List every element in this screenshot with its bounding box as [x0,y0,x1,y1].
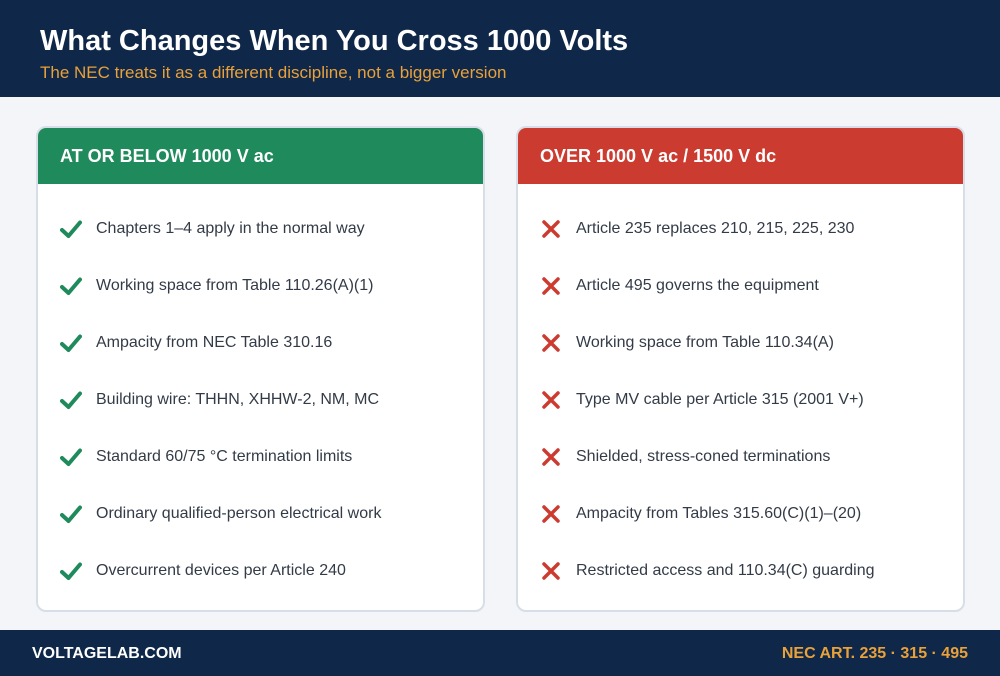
cross-icon [540,446,562,468]
page-title: What Changes When You Cross 1000 Volts [40,25,629,57]
low-voltage-heading: AT OR BELOW 1000 V ac [38,128,483,184]
list-item-text: Type MV cable per Article 315 (2001 V+) [576,391,864,408]
list-item: Working space from Table 110.34(A) [518,334,963,391]
high-voltage-heading: OVER 1000 V ac / 1500 V dc [518,128,963,184]
list-item: Overcurrent devices per Article 240 [38,560,483,610]
high-voltage-list: Article 235 replaces 210, 215, 225, 230 … [518,184,963,610]
check-icon [60,389,82,411]
list-item: Article 235 replaces 210, 215, 225, 230 [518,220,963,277]
check-icon [60,560,82,582]
list-item-text: Standard 60/75 °C termination limits [96,448,353,465]
check-icon [60,275,82,297]
list-item: Ampacity from NEC Table 310.16 [38,334,483,391]
cross-icon [540,218,562,240]
list-item-text: Chapters 1–4 apply in the normal way [96,220,365,237]
check-icon [60,218,82,240]
list-item: Building wire: THHN, XHHW-2, NM, MC [38,391,483,448]
high-voltage-panel: OVER 1000 V ac / 1500 V dc Article 235 r… [516,126,965,612]
low-voltage-list: Chapters 1–4 apply in the normal way Wor… [38,184,483,610]
cross-icon [540,332,562,354]
brand-name: VOLTAGELAB.COM [32,645,182,662]
list-item-text: Shielded, stress-coned terminations [576,448,831,465]
check-icon [60,446,82,468]
list-item-text: Ampacity from NEC Table 310.16 [96,334,333,351]
list-item: Working space from Table 110.26(A)(1) [38,277,483,334]
cross-icon [540,560,562,582]
list-item-text: Ordinary qualified-person electrical wor… [96,505,382,522]
cross-icon [540,503,562,525]
footer-bar: VOLTAGELAB.COM NEC ART. 235 · 315 · 495 [0,630,1000,676]
code-references: NEC ART. 235 · 315 · 495 [781,645,968,662]
list-item: Article 495 governs the equipment [518,277,963,334]
list-item: Standard 60/75 °C termination limits [38,448,483,505]
page-subtitle: The NEC treats it as a different discipl… [40,63,507,82]
list-item-text: Ampacity from Tables 315.60(C)(1)–(20) [576,505,862,522]
list-item-text: Article 495 governs the equipment [576,277,819,294]
list-item-text: Restricted access and 110.34(C) guarding [576,562,875,579]
list-item: Shielded, stress-coned terminations [518,448,963,505]
header-banner: What Changes When You Cross 1000 Volts T… [0,0,1000,97]
list-item: Ordinary qualified-person electrical wor… [38,505,483,562]
low-voltage-panel: AT OR BELOW 1000 V ac Chapters 1–4 apply… [36,126,485,612]
list-item-text: Building wire: THHN, XHHW-2, NM, MC [96,391,380,408]
check-icon [60,503,82,525]
list-item: Ampacity from Tables 315.60(C)(1)–(20) [518,505,963,562]
list-item: Restricted access and 110.34(C) guarding [518,560,963,610]
cross-icon [540,389,562,411]
list-item: Chapters 1–4 apply in the normal way [38,220,483,277]
list-item-text: Working space from Table 110.26(A)(1) [96,277,374,294]
cross-icon [540,275,562,297]
list-item: Type MV cable per Article 315 (2001 V+) [518,391,963,448]
list-item-text: Article 235 replaces 210, 215, 225, 230 [576,220,855,237]
list-item-text: Overcurrent devices per Article 240 [96,562,346,579]
check-icon [60,332,82,354]
list-item-text: Working space from Table 110.34(A) [576,334,834,351]
